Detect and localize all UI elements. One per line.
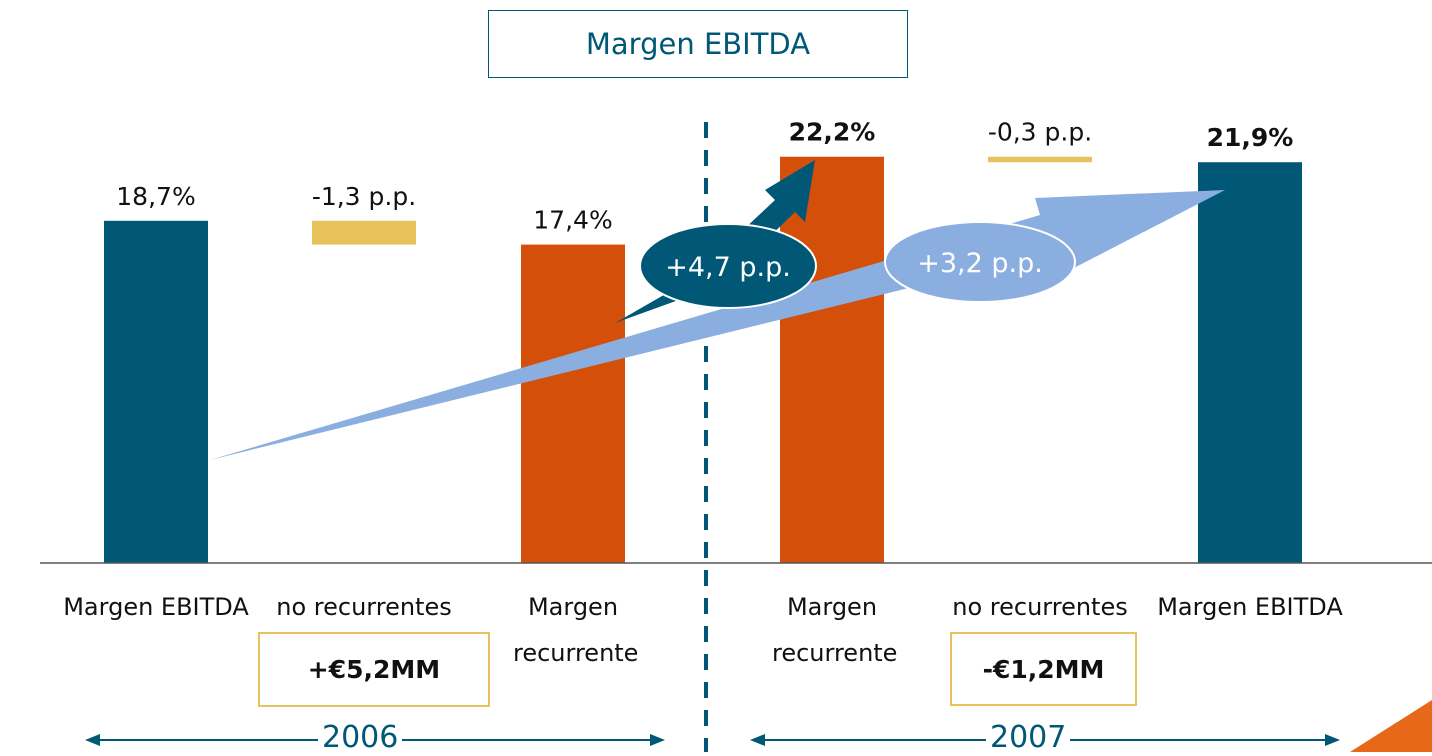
step-arrow — [615, 160, 815, 323]
value-label: -1,3 p.p. — [312, 182, 416, 211]
value-label: 22,2% — [789, 118, 876, 147]
step-label: +4,7 p.p. — [665, 252, 791, 283]
x-tick-label: no recurrentes — [276, 593, 452, 621]
value-label: 18,7% — [116, 182, 195, 211]
bar — [521, 244, 625, 563]
arrowhead — [1325, 734, 1340, 746]
x-tick-label: Margen recurrente — [772, 593, 898, 667]
value-label: 17,4% — [533, 206, 612, 235]
value-label: -0,3 p.p. — [988, 118, 1092, 147]
x-tick-label: Margen recurrente — [513, 593, 639, 667]
arrowhead — [650, 734, 665, 746]
note-box: +€5,2MM — [258, 632, 490, 707]
year-label: 2007 — [986, 720, 1071, 756]
chart-title: Margen EBITDA — [488, 10, 908, 78]
note-box: -€1,2MM — [950, 632, 1137, 706]
x-tick-label: no recurrentes — [952, 593, 1128, 621]
trend-label: +3,2 p.p. — [917, 248, 1043, 279]
bar — [780, 156, 884, 564]
x-tick-label: Margen EBITDA — [63, 593, 249, 621]
arrowhead — [85, 734, 100, 746]
step-badge — [639, 223, 817, 309]
value-label: 21,9% — [1207, 123, 1294, 152]
trend-badge — [884, 221, 1076, 303]
bar — [988, 156, 1092, 163]
x-tick-label: Margen EBITDA — [1157, 593, 1343, 621]
bars — [104, 156, 1302, 564]
bar — [104, 220, 208, 564]
arrowhead — [750, 734, 765, 746]
year-label: 2006 — [318, 720, 403, 756]
decoration — [1350, 700, 1432, 752]
bar — [312, 220, 416, 245]
bar — [1198, 162, 1302, 564]
